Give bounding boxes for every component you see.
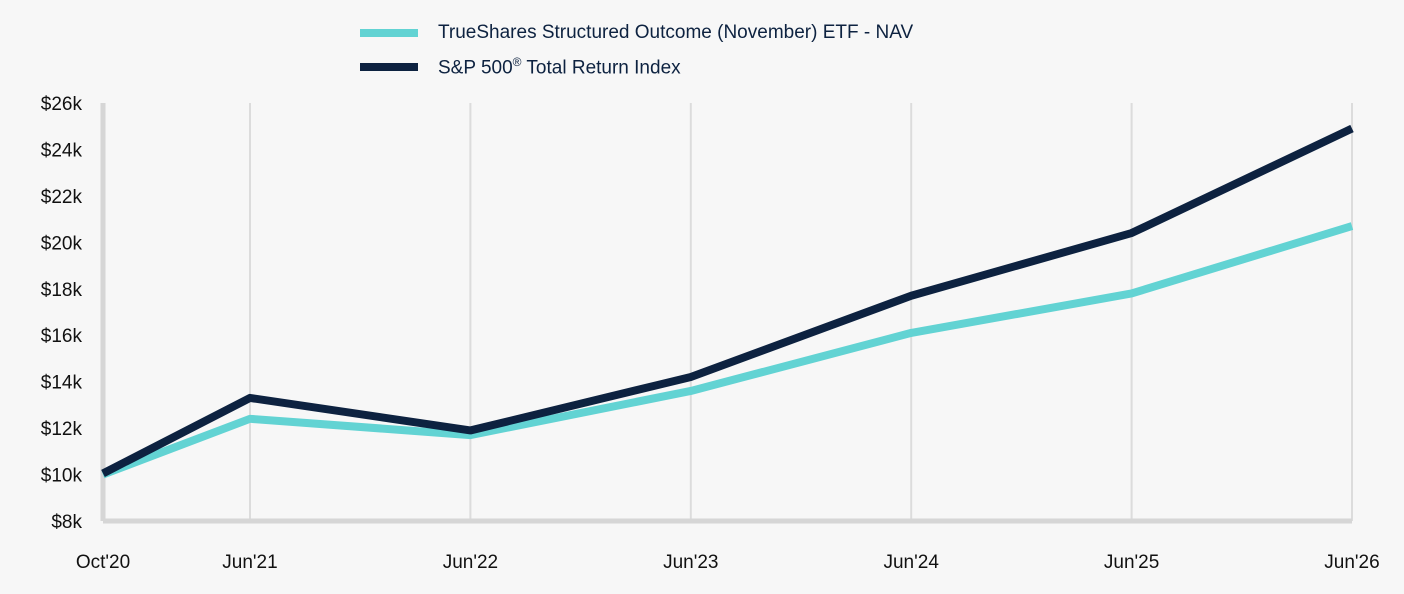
y-tick-label: $18k — [41, 280, 83, 301]
legend-swatch-sp500 — [360, 63, 418, 71]
x-tick-label: Oct'20 — [76, 552, 130, 573]
y-tick-label: $26k — [41, 94, 83, 115]
x-tick-label: Jun'25 — [1104, 552, 1159, 573]
series-line-0 — [101, 222, 1354, 479]
y-tick-label: $12k — [41, 419, 83, 440]
y-tick-label: $16k — [41, 326, 83, 347]
x-tick-label: Jun'21 — [222, 552, 277, 573]
legend-label-etf: TrueShares Structured Outcome (November)… — [438, 22, 914, 43]
legend-item-sp500: S&P 500® Total Return Index — [360, 50, 913, 84]
chart-legend: TrueShares Structured Outcome (November)… — [360, 16, 913, 84]
x-tick-label: Jun'24 — [883, 552, 939, 573]
legend-label-sp500-rest: Total Return Index — [521, 57, 681, 79]
legend-label-sp500: S&P 500® Total Return Index — [438, 55, 681, 79]
y-tick-label: $22k — [41, 187, 83, 208]
legend-item-etf: TrueShares Structured Outcome (November)… — [360, 16, 913, 50]
y-tick-label: $14k — [41, 373, 83, 394]
x-tick-label: Jun'23 — [663, 552, 718, 573]
y-tick-label: $8k — [51, 512, 82, 533]
y-tick-label: $20k — [41, 233, 83, 254]
legend-swatch-etf — [360, 29, 418, 37]
y-tick-label: $10k — [41, 466, 83, 487]
x-tick-label: Jun'26 — [1324, 552, 1379, 573]
x-tick-label: Jun'22 — [443, 552, 498, 573]
y-tick-label: $24k — [41, 140, 83, 161]
series-line-1 — [101, 124, 1354, 477]
legend-label-sp500-sup: ® — [512, 54, 522, 69]
legend-label-sp500-main: S&P 500 — [438, 57, 513, 79]
